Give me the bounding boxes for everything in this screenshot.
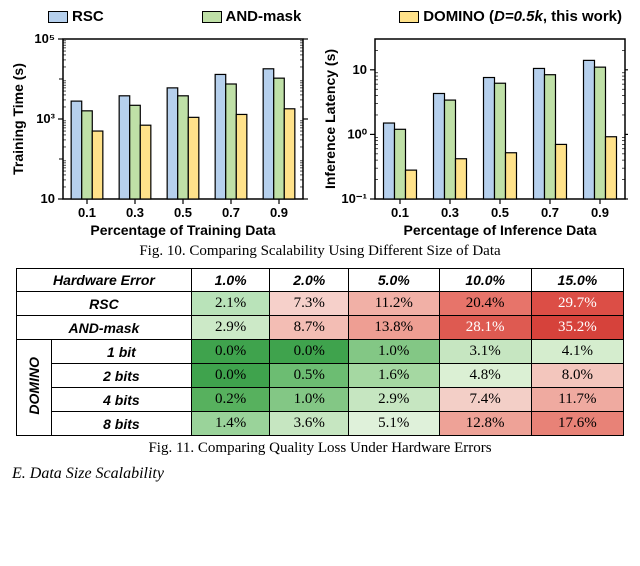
table-cell: 1.0% (349, 340, 440, 364)
table-cell: 13.8% (349, 316, 440, 340)
fig10-caption: Fig. 10. Comparing Scalability Using Dif… (8, 243, 632, 260)
fig11-caption: Fig. 11. Comparing Quality Loss Under Ha… (8, 440, 632, 457)
legend-label-rsc: RSC (72, 8, 104, 25)
svg-text:0.9: 0.9 (591, 205, 609, 220)
legend: RSC AND-mask DOMINO (D=0.5k, this work) (48, 8, 622, 25)
row-label: 4 bits (52, 388, 192, 412)
table-cell: 2.9% (191, 316, 270, 340)
table-cell: 2.9% (349, 388, 440, 412)
svg-text:0.9: 0.9 (270, 205, 288, 220)
col-header-2: 2.0% (270, 269, 349, 292)
col-header-1: 1.0% (191, 269, 270, 292)
row-label: RSC (17, 292, 192, 316)
svg-text:Training Time (s): Training Time (s) (10, 63, 26, 175)
col-header-4: 10.0% (439, 269, 531, 292)
svg-text:Inference Latency (s): Inference Latency (s) (322, 49, 338, 189)
table-cell: 8.0% (531, 364, 623, 388)
svg-text:0.1: 0.1 (78, 205, 96, 220)
table-row: 2 bits0.0%0.5%1.6%4.8%8.0% (17, 364, 624, 388)
table-cell: 8.7% (270, 316, 349, 340)
charts-row: 10 10³ 10⁵ 0.1 0.3 0.5 0.7 0.9 Percentage of Tra… (8, 29, 632, 239)
table-cell: 0.5% (270, 364, 349, 388)
table-cell: 29.7% (531, 292, 623, 316)
svg-text:Percentage of Training Data: Percentage of Training Data (90, 222, 275, 238)
table-body: RSC2.1%7.3%11.2%20.4%29.7%AND-mask2.9%8.… (17, 292, 624, 436)
svg-text:10: 10 (353, 62, 367, 77)
svg-text:0.7: 0.7 (222, 205, 240, 220)
svg-text:0.5: 0.5 (174, 205, 192, 220)
svg-text:10³: 10³ (36, 111, 55, 126)
table-cell: 7.4% (439, 388, 531, 412)
row-label: 8 bits (52, 412, 192, 436)
legend-label-andmask: AND-mask (226, 8, 302, 25)
table-cell: 11.7% (531, 388, 623, 412)
row-label: 1 bit (52, 340, 192, 364)
row-label: AND-mask (17, 316, 192, 340)
table-cell: 3.6% (270, 412, 349, 436)
col-header-5: 15.0% (531, 269, 623, 292)
table-cell: 1.6% (349, 364, 440, 388)
inference-latency-chart: 10⁻¹ 10⁰ 10 0.1 0.3 0.5 0.7 0.9 Percentage of In… (320, 29, 628, 239)
table-row: RSC2.1%7.3%11.2%20.4%29.7% (17, 292, 624, 316)
svg-text:10⁰: 10⁰ (347, 126, 367, 141)
hardware-error-table: Hardware Error 1.0% 2.0% 5.0% 10.0% 15.0… (16, 268, 624, 436)
table-row: 8 bits1.4%3.6%5.1%12.8%17.6% (17, 412, 624, 436)
table-cell: 3.1% (439, 340, 531, 364)
table-row: 4 bits0.2%1.0%2.9%7.4%11.7% (17, 388, 624, 412)
svg-text:Percentage of Inference Data: Percentage of Inference Data (404, 222, 597, 238)
svg-text:0.3: 0.3 (441, 205, 459, 220)
col-header-hwerr: Hardware Error (17, 269, 192, 292)
svg-text:10⁻¹: 10⁻¹ (341, 191, 367, 206)
table-cell: 0.0% (191, 340, 270, 364)
table-cell: 5.1% (349, 412, 440, 436)
table-row: AND-mask2.9%8.7%13.8%28.1%35.2% (17, 316, 624, 340)
table-cell: 4.1% (531, 340, 623, 364)
legend-swatch-rsc (48, 11, 68, 23)
training-time-chart: 10 10³ 10⁵ 0.1 0.3 0.5 0.7 0.9 Percentage of Tra… (8, 29, 308, 239)
table-cell: 4.8% (439, 364, 531, 388)
col-header-3: 5.0% (349, 269, 440, 292)
table-cell: 1.4% (191, 412, 270, 436)
row-label: 2 bits (52, 364, 192, 388)
legend-item-andmask: AND-mask (202, 8, 302, 25)
svg-text:10: 10 (41, 191, 55, 206)
table-cell: 0.0% (270, 340, 349, 364)
table-cell: 2.1% (191, 292, 270, 316)
table-cell: 0.2% (191, 388, 270, 412)
table-cell: 11.2% (349, 292, 440, 316)
legend-label-domino: DOMINO (D=0.5k, this work) (423, 8, 622, 25)
table-row: DOMINO1 bit0.0%0.0%1.0%3.1%4.1% (17, 340, 624, 364)
table-header-row: Hardware Error 1.0% 2.0% 5.0% 10.0% 15.0… (17, 269, 624, 292)
section-heading: E. Data Size Scalability (12, 465, 632, 483)
table-cell: 7.3% (270, 292, 349, 316)
svg-text:0.1: 0.1 (391, 205, 409, 220)
table-cell: 17.6% (531, 412, 623, 436)
table-cell: 35.2% (531, 316, 623, 340)
legend-swatch-andmask (202, 11, 222, 23)
table-cell: 20.4% (439, 292, 531, 316)
table-cell: 0.0% (191, 364, 270, 388)
svg-text:0.7: 0.7 (541, 205, 559, 220)
table-cell: 28.1% (439, 316, 531, 340)
legend-item-domino: DOMINO (D=0.5k, this work) (399, 8, 622, 25)
table-cell: 1.0% (270, 388, 349, 412)
svg-text:0.5: 0.5 (491, 205, 509, 220)
svg-text:10⁵: 10⁵ (34, 31, 55, 46)
domino-rowlabel: DOMINO (17, 340, 52, 436)
svg-text:0.3: 0.3 (126, 205, 144, 220)
legend-item-rsc: RSC (48, 8, 104, 25)
legend-swatch-domino (399, 11, 419, 23)
table-cell: 12.8% (439, 412, 531, 436)
